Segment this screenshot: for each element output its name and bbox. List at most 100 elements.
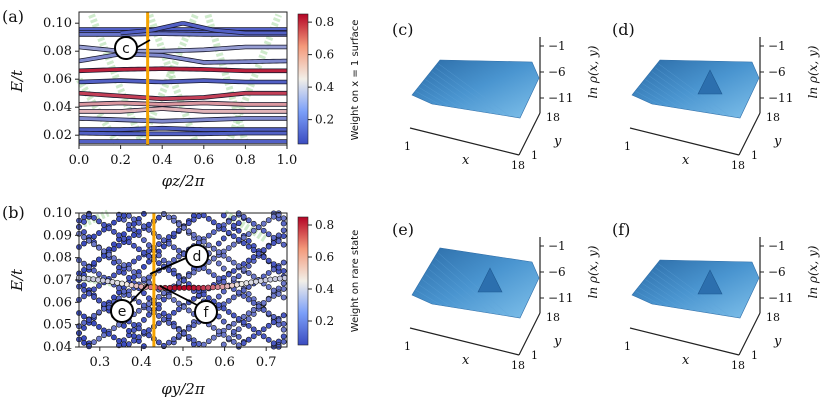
b-point-329: [225, 245, 232, 251]
b-point-521: [116, 232, 122, 239]
b-point-236: [131, 232, 137, 238]
surface-peak-f: [697, 269, 723, 295]
b-point-665: [195, 284, 202, 291]
b-point-201: [245, 238, 252, 244]
b-point-385: [225, 297, 232, 304]
a-colorbar-label: Weight on x = 1 surface: [350, 20, 361, 141]
b-point-465: [116, 285, 122, 291]
b-point-466: [121, 288, 127, 295]
b-point-403: [230, 320, 237, 327]
b-point-531: [165, 267, 172, 274]
surface-ztick-d-1: −6: [768, 65, 786, 79]
b-y-tick-labels: 0.04 0.05 0.06 0.07 0.08 0.09 0.10: [43, 206, 79, 355]
b-point-554: [126, 212, 132, 219]
b-point-421: [270, 319, 277, 326]
b-point-523: [126, 239, 132, 246]
b-point-409: [260, 299, 267, 306]
b-point-663: [186, 284, 192, 291]
surface-ztick-c-1: −6: [548, 65, 566, 79]
a-series-8: [78, 91, 287, 101]
b-point-527: [145, 253, 152, 260]
surface-ztick-f-2: −11: [768, 291, 793, 305]
b-point-413: [280, 286, 287, 292]
b-ytick-2: 0.06: [43, 295, 72, 310]
b-point-434: [101, 327, 107, 334]
a-series-10: [79, 107, 287, 113]
b-point-419: [260, 326, 267, 333]
b-point-591: [185, 228, 192, 235]
b-point-511: [220, 331, 227, 338]
surface-ztick-f-1: −6: [768, 265, 786, 279]
surface-ztick-d-0: −1: [768, 39, 786, 53]
panel-a-tag: (a): [2, 7, 24, 26]
b-point-617: [230, 233, 237, 240]
b-point-476: [170, 323, 177, 330]
surface-grid-c-7: [435, 67, 501, 116]
b-point-516: [91, 214, 97, 221]
b-point-669: [214, 284, 221, 290]
b-point-484: [86, 237, 92, 244]
a-ytick-3: 0.08: [43, 44, 72, 59]
b-point-266: [190, 216, 197, 223]
surface-grid-c-3: [421, 83, 462, 109]
b-point-396: [280, 259, 287, 266]
b-point-590: [180, 224, 187, 231]
b-point-543: [225, 309, 232, 315]
b-point-603: [245, 270, 252, 276]
surface-mesh-d: [631, 59, 760, 119]
b-point-155: [155, 252, 162, 259]
a-xlabel: φz/2π: [162, 172, 206, 190]
b-point-651: [128, 282, 135, 289]
b-point-453: [145, 332, 152, 339]
surface-yaxis-d: [738, 112, 761, 156]
b-point-645: [100, 277, 106, 284]
b-point-44: [131, 327, 137, 333]
b-point-319: [175, 280, 182, 286]
b-point-549: [255, 329, 262, 336]
a-cbticks-label-0: 0.2: [315, 113, 334, 127]
surface-xtick-max-c: 18: [511, 159, 525, 172]
b-point-150: [131, 227, 137, 233]
b-point-499: [160, 290, 167, 296]
surface-grid-f-6: [651, 271, 711, 314]
b-point-680: [267, 276, 274, 283]
b-point-196: [220, 212, 227, 219]
b-point-303: [96, 335, 102, 342]
b-point-423: [280, 312, 287, 319]
b-point-588: [170, 217, 177, 224]
surface-ylabel-c: y: [553, 134, 562, 149]
surface-xaxis-f: [629, 327, 740, 356]
b-point-518: [101, 221, 107, 228]
b-point-492: [126, 265, 132, 272]
b-point-80: [235, 273, 242, 280]
b-point-182: [215, 260, 222, 267]
b-point-371: [280, 233, 287, 240]
surface-grid-e-5: [428, 268, 482, 312]
b-point-501: [170, 297, 177, 303]
b-point-517: [96, 218, 102, 225]
b-point-156: [160, 257, 167, 264]
b-callout-d: d: [193, 249, 202, 265]
surface-xlabel-d: x: [682, 153, 690, 168]
b-point-450: [131, 322, 137, 328]
b-point-473: [155, 313, 162, 319]
b-point-486: [96, 244, 102, 251]
b-point-442: [91, 294, 97, 300]
b-point-410: [265, 296, 272, 303]
b-point-428: [86, 343, 92, 350]
a-callout-c: c: [114, 36, 151, 60]
panel-a: (a) 0.0 0.2 0.4 0.6 0.8 1.0 0.020.040.060.080…: [2, 7, 361, 190]
b-point-282: [145, 274, 152, 281]
surface-ztick-f-0: −1: [768, 239, 786, 253]
b-point-82: [245, 263, 252, 269]
b-point-251: [116, 269, 122, 275]
b-point-237: [136, 228, 142, 235]
b-point-388: [240, 287, 247, 294]
surface-tag-d: (d): [612, 20, 635, 39]
b-point-609: [275, 291, 282, 297]
surface-peak-d: [697, 69, 723, 95]
b-xlabel: φy/2π: [161, 380, 206, 398]
b-point-487: [101, 248, 107, 255]
b-point-259: [155, 241, 162, 247]
a-ytick-2: 0.06: [43, 72, 72, 87]
